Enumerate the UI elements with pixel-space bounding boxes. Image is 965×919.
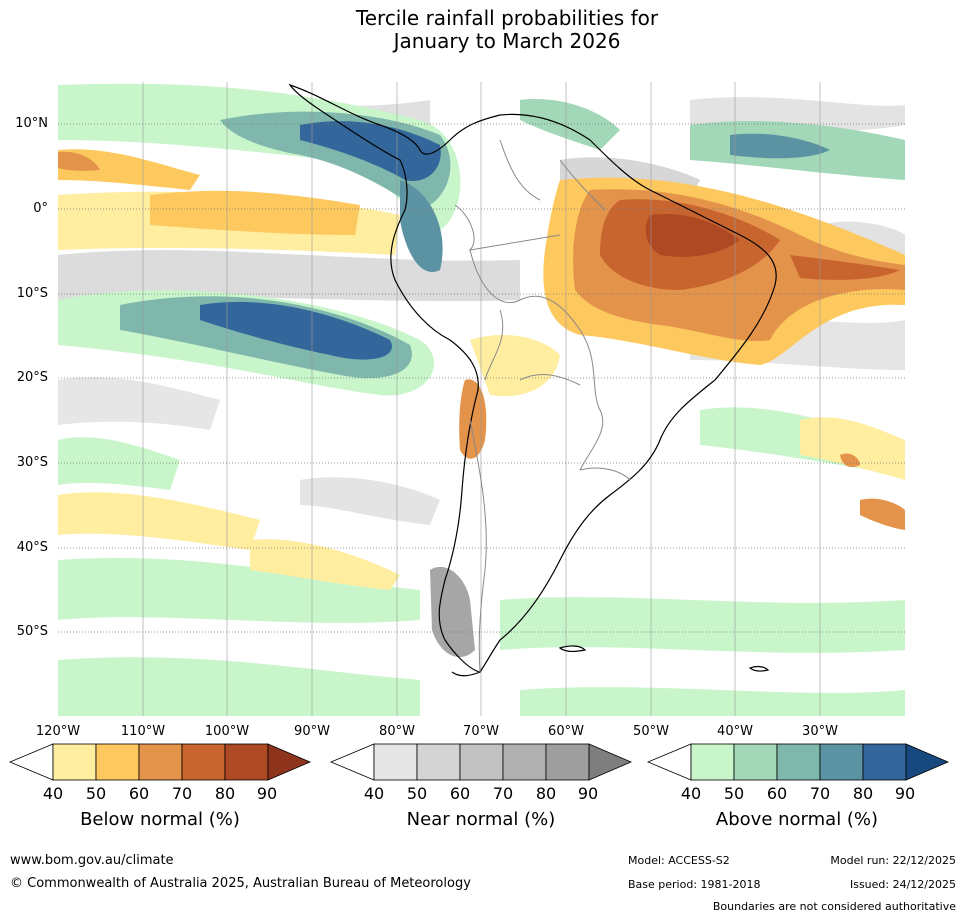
footer-url[interactable]: www.bom.gov.au/climate <box>10 853 174 868</box>
country-borders <box>454 139 631 673</box>
colorbar-max-arrow <box>905 743 950 781</box>
near-tick-50: 50 <box>406 784 428 803</box>
lon-label-40w: 40°W <box>717 724 753 739</box>
lon-label-100w: 100°W <box>204 724 250 739</box>
above-tick-60: 60 <box>766 784 788 803</box>
colorbar-swatch <box>776 743 821 781</box>
below-normal-region <box>459 379 487 459</box>
below-tick-90: 90 <box>256 784 278 803</box>
colorbar-min-arrow <box>646 743 692 781</box>
near-normal-band <box>430 566 475 658</box>
colorbar-swatch <box>416 743 461 781</box>
colorbar-min-arrow <box>329 743 375 781</box>
above-tick-90: 90 <box>894 784 916 803</box>
colorbar-swatch <box>224 743 269 781</box>
below-normal-region <box>58 149 200 190</box>
above-tick-80: 80 <box>852 784 874 803</box>
colorbar-swatch <box>502 743 547 781</box>
colorbar-swatch <box>52 743 97 781</box>
below-tick-70: 70 <box>171 784 193 803</box>
above-normal-region <box>520 99 620 150</box>
colorbar-swatch <box>819 743 864 781</box>
near-tick-40: 40 <box>363 784 385 803</box>
colorbar-swatch <box>459 743 504 781</box>
below-normal-region <box>840 453 860 468</box>
colorbar-min-arrow <box>8 743 54 781</box>
footer-base-period: Base period: 1981-2018 <box>628 878 761 891</box>
lon-label-70w: 70°W <box>463 724 499 739</box>
latitude-gridlines <box>58 123 905 633</box>
near-tick-90: 90 <box>577 784 599 803</box>
above-normal-region <box>58 437 180 490</box>
footer-model-run: Model run: 22/12/2025 <box>830 854 956 867</box>
map-title-line1: Tercile rainfall probabilities for <box>355 6 659 30</box>
near-tick-80: 80 <box>535 784 557 803</box>
below-normal-label: Below normal (%) <box>80 809 240 830</box>
above-normal-region <box>500 597 905 653</box>
above-normal-region <box>58 657 420 716</box>
near-tick-60: 60 <box>449 784 471 803</box>
colorbar-swatch <box>862 743 907 781</box>
below-normal-region <box>790 255 900 280</box>
below-normal-region <box>58 151 100 171</box>
lon-label-50w: 50°W <box>633 724 669 739</box>
below-tick-80: 80 <box>214 784 236 803</box>
lat-label-30s: 30°S <box>16 455 48 470</box>
lon-label-110w: 110°W <box>120 724 166 739</box>
lat-label-40s: 40°S <box>16 540 48 555</box>
below-tick-50: 50 <box>85 784 107 803</box>
above-normal-region <box>730 133 830 159</box>
below-normal-region <box>250 539 400 590</box>
below-tick-60: 60 <box>128 784 150 803</box>
near-tick-70: 70 <box>492 784 514 803</box>
footer-boundaries-note: Boundaries are not considered authoritat… <box>712 900 956 913</box>
lat-label-50s: 50°S <box>16 624 48 639</box>
below-tick-40: 40 <box>42 784 64 803</box>
near-normal-band <box>58 377 220 430</box>
above-normal-region <box>58 557 420 623</box>
above-normal-region <box>200 301 392 360</box>
coastline <box>288 83 777 677</box>
map-title-line2: January to March 2026 <box>393 29 621 53</box>
below-normal-region <box>800 417 905 480</box>
colorbar-swatch <box>95 743 140 781</box>
colorbar-max-arrow <box>267 743 312 781</box>
footer-copyright: © Commonwealth of Australia 2025, Austra… <box>10 876 471 891</box>
lat-label-0: 0° <box>33 201 48 216</box>
lat-label-10s: 10°S <box>16 286 48 301</box>
colorbar-swatch <box>373 743 418 781</box>
colorbar-swatch <box>545 743 590 781</box>
footer-model: Model: ACCESS-S2 <box>628 854 730 867</box>
lon-label-80w: 80°W <box>379 724 415 739</box>
lon-label-30w: 30°W <box>802 724 838 739</box>
below-normal-region <box>150 190 360 235</box>
probability-shading <box>58 83 905 716</box>
footer-issued: Issued: 24/12/2025 <box>849 878 956 891</box>
below-normal-region <box>860 498 905 530</box>
near-normal-band <box>300 477 440 525</box>
above-tick-40: 40 <box>680 784 702 803</box>
lon-label-120w: 120°W <box>35 724 81 739</box>
above-normal-region <box>400 180 443 272</box>
colorbar-swatch <box>138 743 183 781</box>
colorbar-swatch <box>690 743 735 781</box>
lat-label-20s: 20°S <box>16 370 48 385</box>
above-normal-label: Above normal (%) <box>715 809 879 830</box>
below-normal-region <box>470 335 560 397</box>
above-normal-region <box>520 687 905 716</box>
lon-label-60w: 60°W <box>548 724 584 739</box>
colorbar-max-arrow <box>588 743 633 781</box>
longitude-gridlines <box>142 82 821 716</box>
lat-label-10n: 10°N <box>15 116 48 131</box>
below-normal-region <box>645 214 740 257</box>
colorbar-swatch <box>733 743 778 781</box>
lon-label-90w: 90°W <box>294 724 330 739</box>
near-normal-band <box>58 250 520 302</box>
above-tick-70: 70 <box>809 784 831 803</box>
above-tick-50: 50 <box>723 784 745 803</box>
colorbar-swatch <box>181 743 226 781</box>
near-normal-label: Near normal (%) <box>406 809 556 830</box>
below-normal-region <box>58 492 260 550</box>
rainfall-probability-map <box>58 82 905 716</box>
